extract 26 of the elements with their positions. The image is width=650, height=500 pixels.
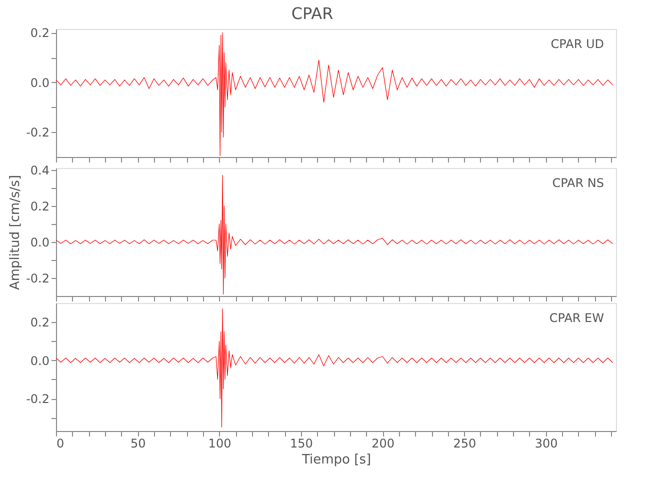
y-tick-label: 0.2 (30, 199, 50, 214)
y-tick-label: -0.2 (26, 392, 50, 406)
annotation: CPAR EW (549, 311, 604, 325)
y-tick-label: 0.2 (30, 26, 50, 40)
y-tick-label: -0.2 (26, 126, 50, 140)
y-tick-label: 0.0 (30, 76, 50, 90)
y-tick-label: 0.2 (30, 316, 50, 330)
line-series (56, 32, 614, 156)
x-tick-label: 0 (56, 436, 64, 450)
chart-title: CPAR (291, 4, 334, 24)
y-tick-label: 0.4 (30, 163, 50, 178)
x-tick-label: 150 (290, 436, 313, 450)
x-tick-label: 50 (130, 436, 146, 450)
x-tick-label: 300 (534, 436, 558, 450)
x-axis-title: Tiempo [s] (300, 452, 372, 468)
x-tick-label: 100 (208, 436, 232, 450)
y-axis-title: Amplitud [cm/s/s] (8, 174, 24, 290)
x-tick-label: 200 (372, 436, 394, 450)
x-tick-label: 250 (453, 436, 476, 450)
y-tick-label: 0.0 (30, 354, 50, 368)
y-tick-label: -0.2 (26, 271, 50, 286)
annotation: CPAR UD (550, 37, 604, 51)
annotation: CPAR NS (552, 176, 604, 190)
line-series (56, 308, 614, 428)
line-series (56, 174, 614, 294)
y-tick-label: 0.0 (30, 235, 50, 250)
